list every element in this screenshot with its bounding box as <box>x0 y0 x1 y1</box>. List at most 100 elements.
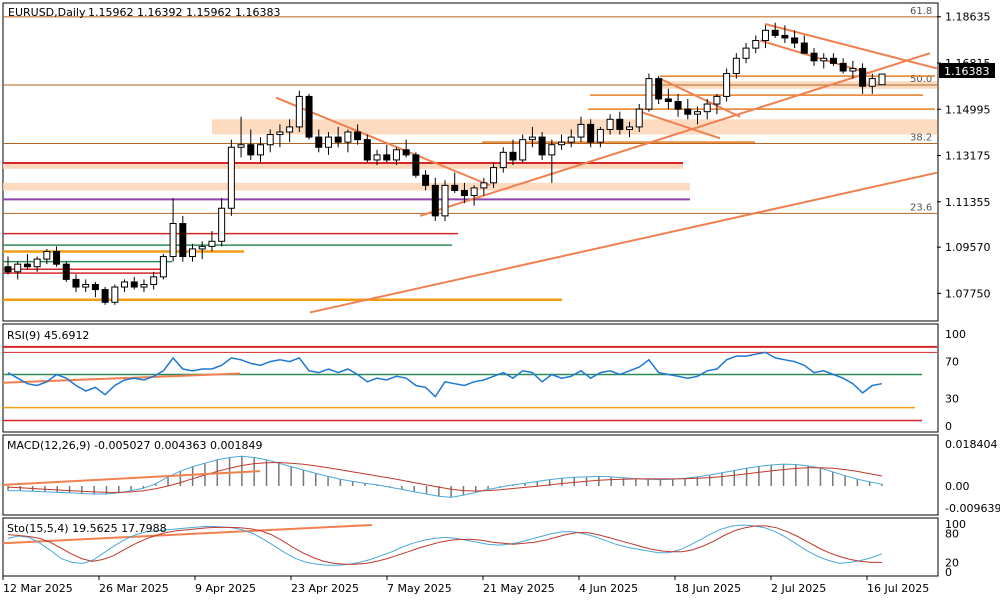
rsi-tick-label-2: 30 <box>945 392 959 405</box>
candle-54 <box>528 126 536 148</box>
fib-label-1: 50.0 <box>910 74 932 85</box>
candle-body <box>820 57 828 62</box>
candle-68 <box>664 88 672 110</box>
date-tick-label-1: 26 Mar 2025 <box>99 582 169 595</box>
candle-body <box>130 281 138 288</box>
date-tick-label-4: 7 May 2025 <box>387 582 452 595</box>
candle-body <box>43 250 51 260</box>
ohlc-label: 1.15962 1.16392 1.15962 1.16383 <box>88 6 280 19</box>
candle-body <box>198 245 206 250</box>
candle-body <box>558 141 566 146</box>
candle-17 <box>169 198 177 262</box>
candle-body <box>771 29 779 36</box>
candle-33 <box>324 132 332 155</box>
candle-body <box>703 103 711 113</box>
candle-74 <box>723 68 731 102</box>
candle-40 <box>392 147 400 166</box>
candle-80 <box>781 25 789 44</box>
candle-body <box>509 151 517 161</box>
rsi-tick-label-1: 70 <box>945 356 959 369</box>
candle-body <box>101 289 109 303</box>
sto-tick-label-0: 100 <box>945 518 966 531</box>
candle-body <box>791 37 799 44</box>
macd-main-line <box>7 455 883 498</box>
candle-body <box>159 256 167 278</box>
candle-body <box>732 57 740 75</box>
candle-body <box>752 40 760 49</box>
candles-layer <box>4 22 886 305</box>
macd-tick-label-2: -0.009639 <box>945 502 1000 515</box>
rsi-panel[interactable] <box>2 323 939 433</box>
macd-tick-label-1: 0.00 <box>945 480 970 493</box>
candle-42 <box>412 152 420 178</box>
candle-body <box>72 278 80 288</box>
candle-7 <box>72 274 80 293</box>
candle-body <box>315 136 323 148</box>
candle-6 <box>62 261 70 282</box>
candle-body <box>626 126 634 130</box>
candle-77 <box>752 35 760 54</box>
macd-trendline <box>2 470 261 486</box>
candle-body <box>422 174 430 186</box>
macd-panel[interactable] <box>2 434 939 516</box>
candle-9 <box>91 281 99 298</box>
candle-body <box>334 136 342 143</box>
candle-body <box>859 67 867 87</box>
candle-body <box>150 276 158 285</box>
candle-19 <box>189 243 197 262</box>
price-tick-label-6: 1.07750 <box>945 287 991 300</box>
candle-body <box>121 281 129 288</box>
candle-5 <box>53 246 61 267</box>
candle-body <box>189 248 197 258</box>
candle-body <box>441 184 449 217</box>
fib-label-2: 38.2 <box>910 132 932 143</box>
candle-32 <box>315 129 323 153</box>
symbol-label: EURUSD,Daily <box>8 6 86 19</box>
price-tick-label-5: 1.09570 <box>945 241 991 254</box>
macd-label: MACD(12,26,9) -0.005027 0.004363 0.00184… <box>7 439 262 452</box>
candle-body <box>655 78 663 100</box>
candle-body <box>363 139 371 161</box>
sto-tick-label-2: 20 <box>945 556 959 569</box>
candle-body <box>179 223 187 258</box>
candle-8 <box>82 279 90 293</box>
candle-71 <box>693 106 701 125</box>
price-tick-label-4: 1.11355 <box>945 196 991 209</box>
candle-49 <box>480 177 488 196</box>
macd-layer <box>2 455 883 498</box>
candle-58 <box>567 129 575 148</box>
date-tick-label-9: 16 Jul 2025 <box>867 582 929 595</box>
price-panel[interactable] <box>2 2 939 322</box>
candle-35 <box>344 129 352 153</box>
date-tick-label-0: 12 Mar 2025 <box>3 582 73 595</box>
candle-body <box>383 154 391 161</box>
candle-18 <box>179 215 187 262</box>
stochastic-panel[interactable] <box>2 517 939 577</box>
candle-0 <box>4 256 12 275</box>
candle-body <box>33 258 41 268</box>
candle-body <box>587 123 595 143</box>
candle-87 <box>849 60 857 79</box>
candle-27 <box>266 129 274 153</box>
sto-trendline <box>2 523 373 545</box>
candle-30 <box>295 90 303 132</box>
axes-layer: 1.186351.168151.149951.131751.113551.095… <box>2 11 1000 595</box>
candle-86 <box>839 58 847 74</box>
candle-body <box>528 136 536 141</box>
candle-76 <box>742 43 750 64</box>
candle-body <box>286 126 294 133</box>
candle-45 <box>441 180 449 221</box>
candle-16 <box>159 254 167 280</box>
candle-43 <box>422 170 430 191</box>
candle-body <box>266 134 274 146</box>
candle-67 <box>655 76 663 105</box>
candle-body <box>392 149 400 161</box>
candle-56 <box>548 139 556 183</box>
candle-57 <box>558 134 566 150</box>
candle-51 <box>499 147 507 173</box>
candle-21 <box>208 231 216 252</box>
candle-31 <box>305 93 313 140</box>
candle-body <box>91 284 99 291</box>
resistance-zone <box>212 119 937 135</box>
candle-body <box>227 146 235 209</box>
